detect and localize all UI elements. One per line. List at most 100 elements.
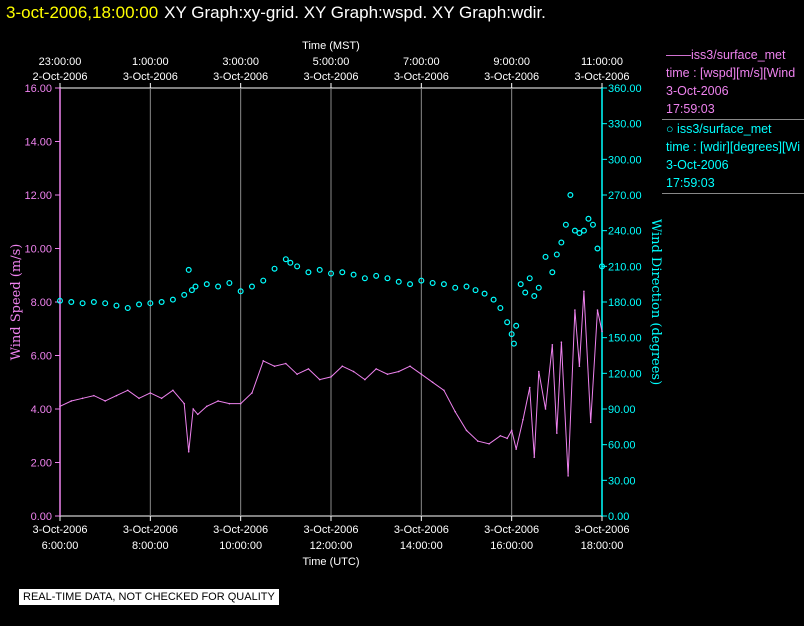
wind-speed-point [172, 389, 174, 392]
wind-speed-point [386, 373, 389, 376]
wind-speed-point [533, 456, 536, 458]
wind-direction-point [490, 296, 497, 303]
wind-direction-point [535, 284, 542, 291]
wind-direction-point [373, 272, 380, 279]
wind-speed-point [104, 400, 106, 402]
bottom-tick-time-2: 10:00:00 [219, 540, 262, 552]
wind-speed-point [488, 442, 490, 445]
wind-direction-point [158, 299, 165, 306]
wind-speed-point [318, 378, 321, 381]
wind-speed-point [476, 440, 479, 442]
left-tick-label-6: 12.00 [24, 190, 52, 202]
wind-direction-point [79, 300, 86, 307]
wind-direction-point [558, 239, 565, 246]
wind-speed-point [251, 392, 253, 394]
wind-speed-point [115, 394, 118, 397]
bottom-tick-date-0: 3-Oct-2006 [32, 524, 87, 536]
bottom-tick-date-5: 3-Oct-2006 [484, 524, 539, 536]
wind-direction-point [102, 300, 109, 307]
legend-wspd-time: 17:59:03 [666, 102, 715, 116]
wind-speed-point [431, 381, 434, 384]
wind-speed-point [341, 365, 344, 368]
wind-speed-point [465, 429, 468, 432]
wind-speed-point [262, 360, 265, 362]
wind-speed-point [375, 368, 377, 370]
right-tick-label-0: 0.00 [608, 511, 629, 523]
wind-direction-point [271, 265, 278, 272]
wind-direction-point [328, 270, 335, 277]
wind-direction-point [215, 283, 222, 290]
wind-direction-point [553, 251, 560, 258]
wind-speed-point [510, 429, 513, 432]
title-graphs: XY Graph:xy-grid. XY Graph:wspd. XY Grap… [164, 3, 546, 22]
legend-wdir-marker: ○ [666, 122, 674, 136]
wind-direction-point [188, 287, 195, 294]
legend-entry-wdir[interactable]: ○ iss3/surface_met time : [wdir][degrees… [662, 120, 804, 192]
legend: ——iss3/surface_met time : [wspd][m/s][Wi… [662, 46, 804, 194]
wind-direction-point [68, 299, 75, 306]
wind-speed-point [499, 434, 502, 437]
wind-direction-point [192, 283, 199, 290]
wind-direction-point [305, 269, 312, 276]
wind-direction-point [517, 281, 524, 288]
left-tick-label-7: 14.00 [24, 137, 52, 149]
wind-direction-point [418, 277, 425, 284]
wind-direction-point [361, 275, 368, 282]
wind-speed-point [578, 365, 581, 368]
right-tick-label-11: 330.00 [608, 119, 642, 131]
legend-wspd-marker: —— [666, 48, 691, 62]
legend-wspd-title: ——iss3/surface_met [666, 46, 804, 64]
top-tick-time-1: 1:00:00 [132, 56, 169, 68]
wind-direction-point [472, 287, 479, 294]
wind-direction-point [585, 215, 592, 222]
title-bar: 3-oct-2006,18:00:00 XY Graph:xy-grid. XY … [6, 3, 546, 25]
wind-direction-point [526, 275, 533, 282]
wind-speed-point [296, 373, 298, 376]
bottom-tick-date-6: 3-Oct-2006 [574, 524, 629, 536]
wind-speed-point [93, 394, 95, 397]
wind-speed-point [409, 365, 411, 368]
wind-direction-point [136, 301, 143, 308]
right-tick-label-5: 150.00 [608, 333, 642, 345]
bottom-tick-date-2: 3-Oct-2006 [213, 524, 268, 536]
wind-speed-point [285, 362, 287, 365]
wind-speed-point [81, 397, 84, 400]
wind-direction-point [294, 263, 301, 270]
bottom-tick-time-6: 18:00:00 [581, 540, 624, 552]
wind-speed-point [544, 408, 547, 410]
bottom-tick-date-3: 3-Oct-2006 [303, 524, 358, 536]
left-tick-label-1: 2.00 [31, 458, 52, 470]
wind-speed-point [556, 432, 558, 434]
legend-wspd-date: 3-Oct-2006 [666, 84, 729, 98]
top-tick-time-5: 9:00:00 [493, 56, 530, 68]
wind-direction-point [350, 271, 357, 278]
wind-direction-point [248, 283, 255, 290]
wind-direction-point [113, 302, 120, 309]
wind-speed-point [187, 451, 190, 453]
top-tick-date-6: 3-Oct-2006 [574, 71, 629, 83]
wind-direction-point [339, 269, 346, 276]
title-time: 3-oct-2006,18:00:00 [6, 3, 159, 22]
wind-speed-point [196, 413, 199, 416]
wind-speed-point [601, 330, 603, 333]
legend-entry-wspd[interactable]: ——iss3/surface_met time : [wspd][m/s][Wi… [662, 46, 804, 118]
wind-direction-point [508, 331, 515, 338]
wind-direction-point [147, 300, 154, 307]
wind-direction-point [384, 275, 391, 282]
bottom-tick-time-4: 14:00:00 [400, 540, 443, 552]
bottom-tick-time-3: 12:00:00 [310, 540, 353, 552]
top-tick-date-0: 2-Oct-2006 [32, 71, 87, 83]
right-tick-label-1: 30.00 [608, 475, 636, 487]
wind-speed-point [596, 309, 599, 311]
left-tick-label-2: 4.00 [31, 404, 52, 416]
wind-speed-point [228, 402, 231, 405]
series-line-wind-speed [59, 291, 603, 476]
wind-direction-point [531, 293, 538, 300]
wind-speed-point [352, 370, 355, 373]
wind-direction-point [589, 221, 596, 228]
legend-divider [662, 119, 804, 120]
wind-direction-point [440, 281, 447, 288]
wind-speed-point [239, 402, 242, 405]
right-tick-label-8: 240.00 [608, 226, 642, 238]
